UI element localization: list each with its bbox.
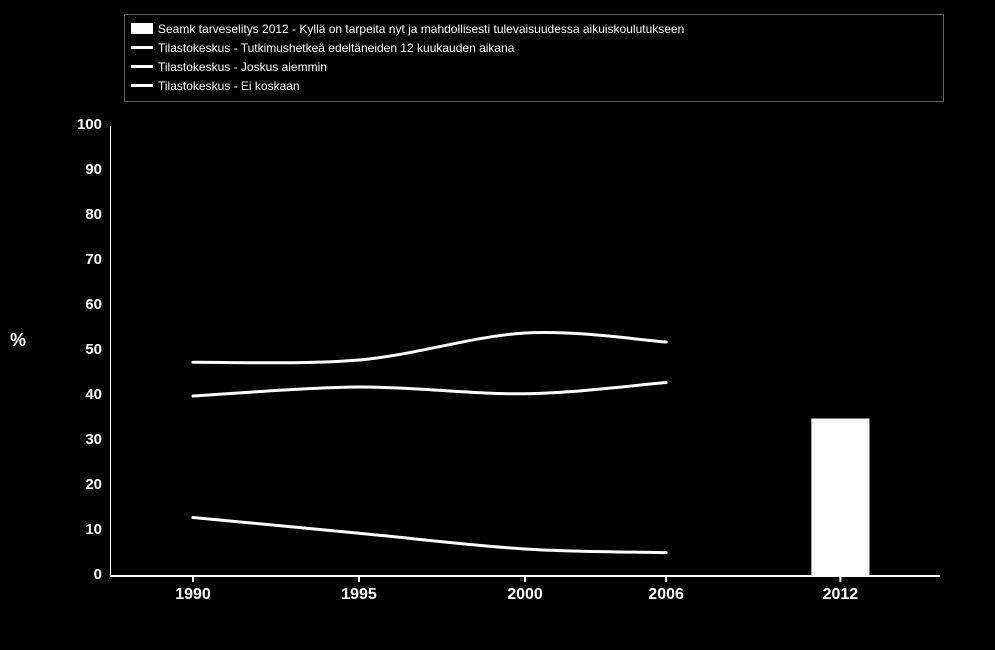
- y-tick-label: 100: [32, 116, 102, 133]
- y-tick-label: 20: [32, 476, 102, 493]
- legend-item-line: Tilastokeskus - Tutkimushetkeä edeltänei…: [131, 38, 937, 57]
- y-tick-label: 10: [32, 521, 102, 538]
- y-tick-label: 70: [32, 251, 102, 268]
- line-series: [193, 518, 666, 553]
- line-series: [193, 332, 666, 362]
- line-series: [193, 383, 666, 397]
- x-tick-label: 2012: [790, 586, 890, 604]
- y-axis-label: %: [10, 330, 26, 351]
- plot-svg: [110, 126, 940, 588]
- x-tick-label: 2006: [616, 586, 716, 604]
- plot-area: [110, 126, 940, 576]
- legend-swatch-line: [131, 84, 153, 87]
- legend-swatch-box: [131, 23, 153, 34]
- y-tick-label: 40: [32, 386, 102, 403]
- legend-label: Tilastokeskus - Tutkimushetkeä edeltänei…: [158, 41, 514, 55]
- legend-item-line: Tilastokeskus - Ei koskaan: [131, 76, 937, 95]
- y-tick-label: 0: [32, 566, 102, 583]
- y-tick-label: 60: [32, 296, 102, 313]
- legend-label: Tilastokeskus - Ei koskaan: [158, 79, 300, 93]
- legend-label: Tilastokeskus - Joskus aiemmin: [158, 60, 327, 74]
- legend: Seamk tarveselitys 2012 - Kyllä on tarpe…: [124, 14, 944, 102]
- x-tick-label: 2000: [475, 586, 575, 604]
- x-tick-label: 1990: [143, 586, 243, 604]
- y-tick-label: 90: [32, 161, 102, 178]
- bar-series: [811, 419, 869, 577]
- y-tick-label: 50: [32, 341, 102, 358]
- y-tick-label: 80: [32, 206, 102, 223]
- legend-swatch-line: [131, 65, 153, 68]
- legend-swatch-line: [131, 46, 153, 49]
- legend-label: Seamk tarveselitys 2012 - Kyllä on tarpe…: [158, 22, 684, 36]
- y-tick-label: 30: [32, 431, 102, 448]
- chart-root: Seamk tarveselitys 2012 - Kyllä on tarpe…: [0, 0, 995, 650]
- x-tick-label: 1995: [309, 586, 409, 604]
- legend-item-bar: Seamk tarveselitys 2012 - Kyllä on tarpe…: [131, 19, 937, 38]
- legend-item-line: Tilastokeskus - Joskus aiemmin: [131, 57, 937, 76]
